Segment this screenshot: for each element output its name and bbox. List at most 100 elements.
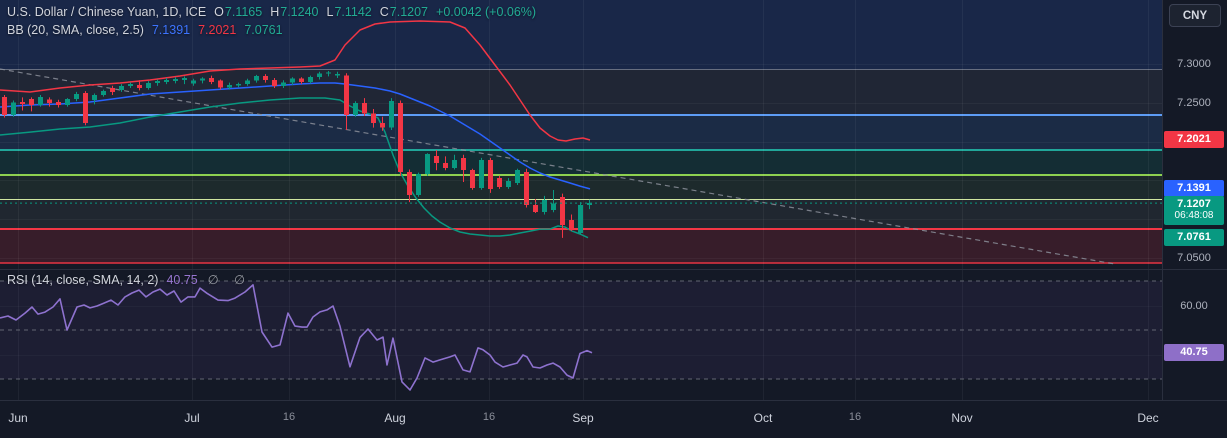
candle-body <box>371 113 376 123</box>
time-axis-label-16: 16 <box>848 411 862 423</box>
price-axis[interactable]: CNY 7.3000 7.2500 7.0500 60.00 7.2021 7.1391 7… <box>1162 0 1227 400</box>
candle-body <box>272 80 277 87</box>
bar-countdown: 06:48:08 <box>1174 210 1214 221</box>
candle-body <box>146 83 151 88</box>
candle-body <box>236 84 241 86</box>
bb-lower-value: 7.0761 <box>244 23 283 37</box>
vertical-gridline <box>395 0 396 400</box>
candle-body <box>281 82 286 86</box>
candle-body <box>191 80 196 84</box>
vertical-gridline <box>289 0 290 400</box>
price-change: +0.0042 (+0.06%) <box>436 5 537 19</box>
bb-basis-line <box>0 82 591 190</box>
candle-body <box>398 103 403 172</box>
symbol-title: U.S. Dollar / Chinese Yuan, 1D, ICE <box>7 5 207 19</box>
candle-body <box>524 172 529 206</box>
price-axis-label: 7.3000 <box>1177 58 1211 70</box>
candle-body <box>317 73 322 78</box>
candle-body <box>380 123 385 128</box>
candle-body <box>452 160 457 168</box>
candle-body <box>434 156 439 163</box>
candle-body <box>515 170 520 183</box>
candle-body <box>74 94 79 99</box>
candle-body <box>245 80 250 85</box>
price-zone-teal[interactable] <box>0 149 1162 175</box>
rsi-legend[interactable]: RSI (14, close, SMA, 14, 2) 40.75 ∅ ∅ <box>7 272 251 287</box>
chart-plot-area[interactable] <box>0 0 1162 400</box>
candle-body <box>425 154 430 174</box>
candle-body <box>461 157 466 170</box>
candle-body <box>497 178 502 187</box>
price-badge-7.1391: 7.1391 <box>1164 180 1224 197</box>
candle-body <box>470 170 475 188</box>
bb-upper-line <box>0 20 591 142</box>
candle-body <box>416 174 421 195</box>
rsi-axis-label: 60.00 <box>1180 300 1208 312</box>
currency-button[interactable]: CNY <box>1169 4 1221 27</box>
ohlc-low: L7.1142 <box>326 5 372 19</box>
candle-body <box>200 78 205 81</box>
candle-body <box>569 220 574 231</box>
bb-basis-value: 7.1391 <box>151 23 191 37</box>
pane-separator[interactable] <box>0 269 1227 270</box>
candle-body <box>560 197 565 226</box>
horizontal-gridline <box>0 258 1162 259</box>
candle-body <box>128 84 133 86</box>
candle-body <box>344 75 349 115</box>
rsi-line <box>0 284 593 391</box>
candle-body <box>83 93 88 123</box>
time-axis-label-16: 16 <box>282 411 296 423</box>
candle-body <box>101 91 106 95</box>
candle-body <box>335 74 340 76</box>
price-axis-label: 7.2500 <box>1177 97 1211 109</box>
candle-body <box>587 203 592 205</box>
vertical-gridline <box>18 0 19 400</box>
candle-body <box>578 205 583 233</box>
candle-body <box>110 88 115 92</box>
candle-body <box>218 80 223 88</box>
price-badge-7.0761: 7.0761 <box>1164 229 1224 246</box>
candle-body <box>263 76 268 80</box>
time-axis-label-dec: Dec <box>1137 411 1159 425</box>
candle-body <box>542 200 547 212</box>
candle-body <box>56 102 61 105</box>
time-axis[interactable]: Jun Jul 16 Aug 16 Sep Oct 16 Nov Dec <box>0 400 1227 438</box>
candle-body <box>155 81 160 83</box>
zone-border <box>0 174 1162 176</box>
bb-lower-line <box>0 97 589 239</box>
candle-body <box>443 163 448 168</box>
candle-body <box>209 78 214 82</box>
zone-border <box>0 149 1162 151</box>
candle-body <box>326 72 331 74</box>
candle-body <box>479 160 484 188</box>
vertical-gridline <box>855 0 856 400</box>
zone-border <box>0 262 1162 264</box>
zone-border <box>0 198 1162 201</box>
price-zone-blue[interactable] <box>0 114 1162 150</box>
candle-body <box>533 205 538 213</box>
rsi-empty-values: ∅ ∅ <box>207 273 251 287</box>
price-zone-navy-top[interactable] <box>0 0 1162 69</box>
bb-title: BB (20, SMA, close, 2.5) <box>7 23 144 37</box>
rsi-value: 40.75 <box>166 273 198 287</box>
candle-body <box>11 102 16 115</box>
time-axis-label-aug: Aug <box>384 411 406 425</box>
bollinger-legend[interactable]: BB (20, SMA, close, 2.5) 7.1391 7.2021 7.07… <box>7 23 283 37</box>
candle-body <box>389 101 394 128</box>
candle-body <box>38 97 43 105</box>
candle-body <box>488 160 493 189</box>
price-axis-label: 7.0500 <box>1177 252 1211 264</box>
vertical-gridline <box>489 0 490 400</box>
zone-border <box>0 114 1162 116</box>
trendline-drawing[interactable] <box>0 68 1116 265</box>
candle-body <box>2 97 7 115</box>
vertical-gridline <box>962 0 963 400</box>
vertical-gridline <box>583 0 584 400</box>
candle-body <box>29 99 34 105</box>
symbol-legend[interactable]: U.S. Dollar / Chinese Yuan, 1D, ICE O7.11… <box>7 5 536 19</box>
candle-body <box>182 78 187 80</box>
candle-body <box>551 203 556 211</box>
horizontal-gridline <box>0 180 1162 181</box>
candle-body <box>92 95 97 100</box>
